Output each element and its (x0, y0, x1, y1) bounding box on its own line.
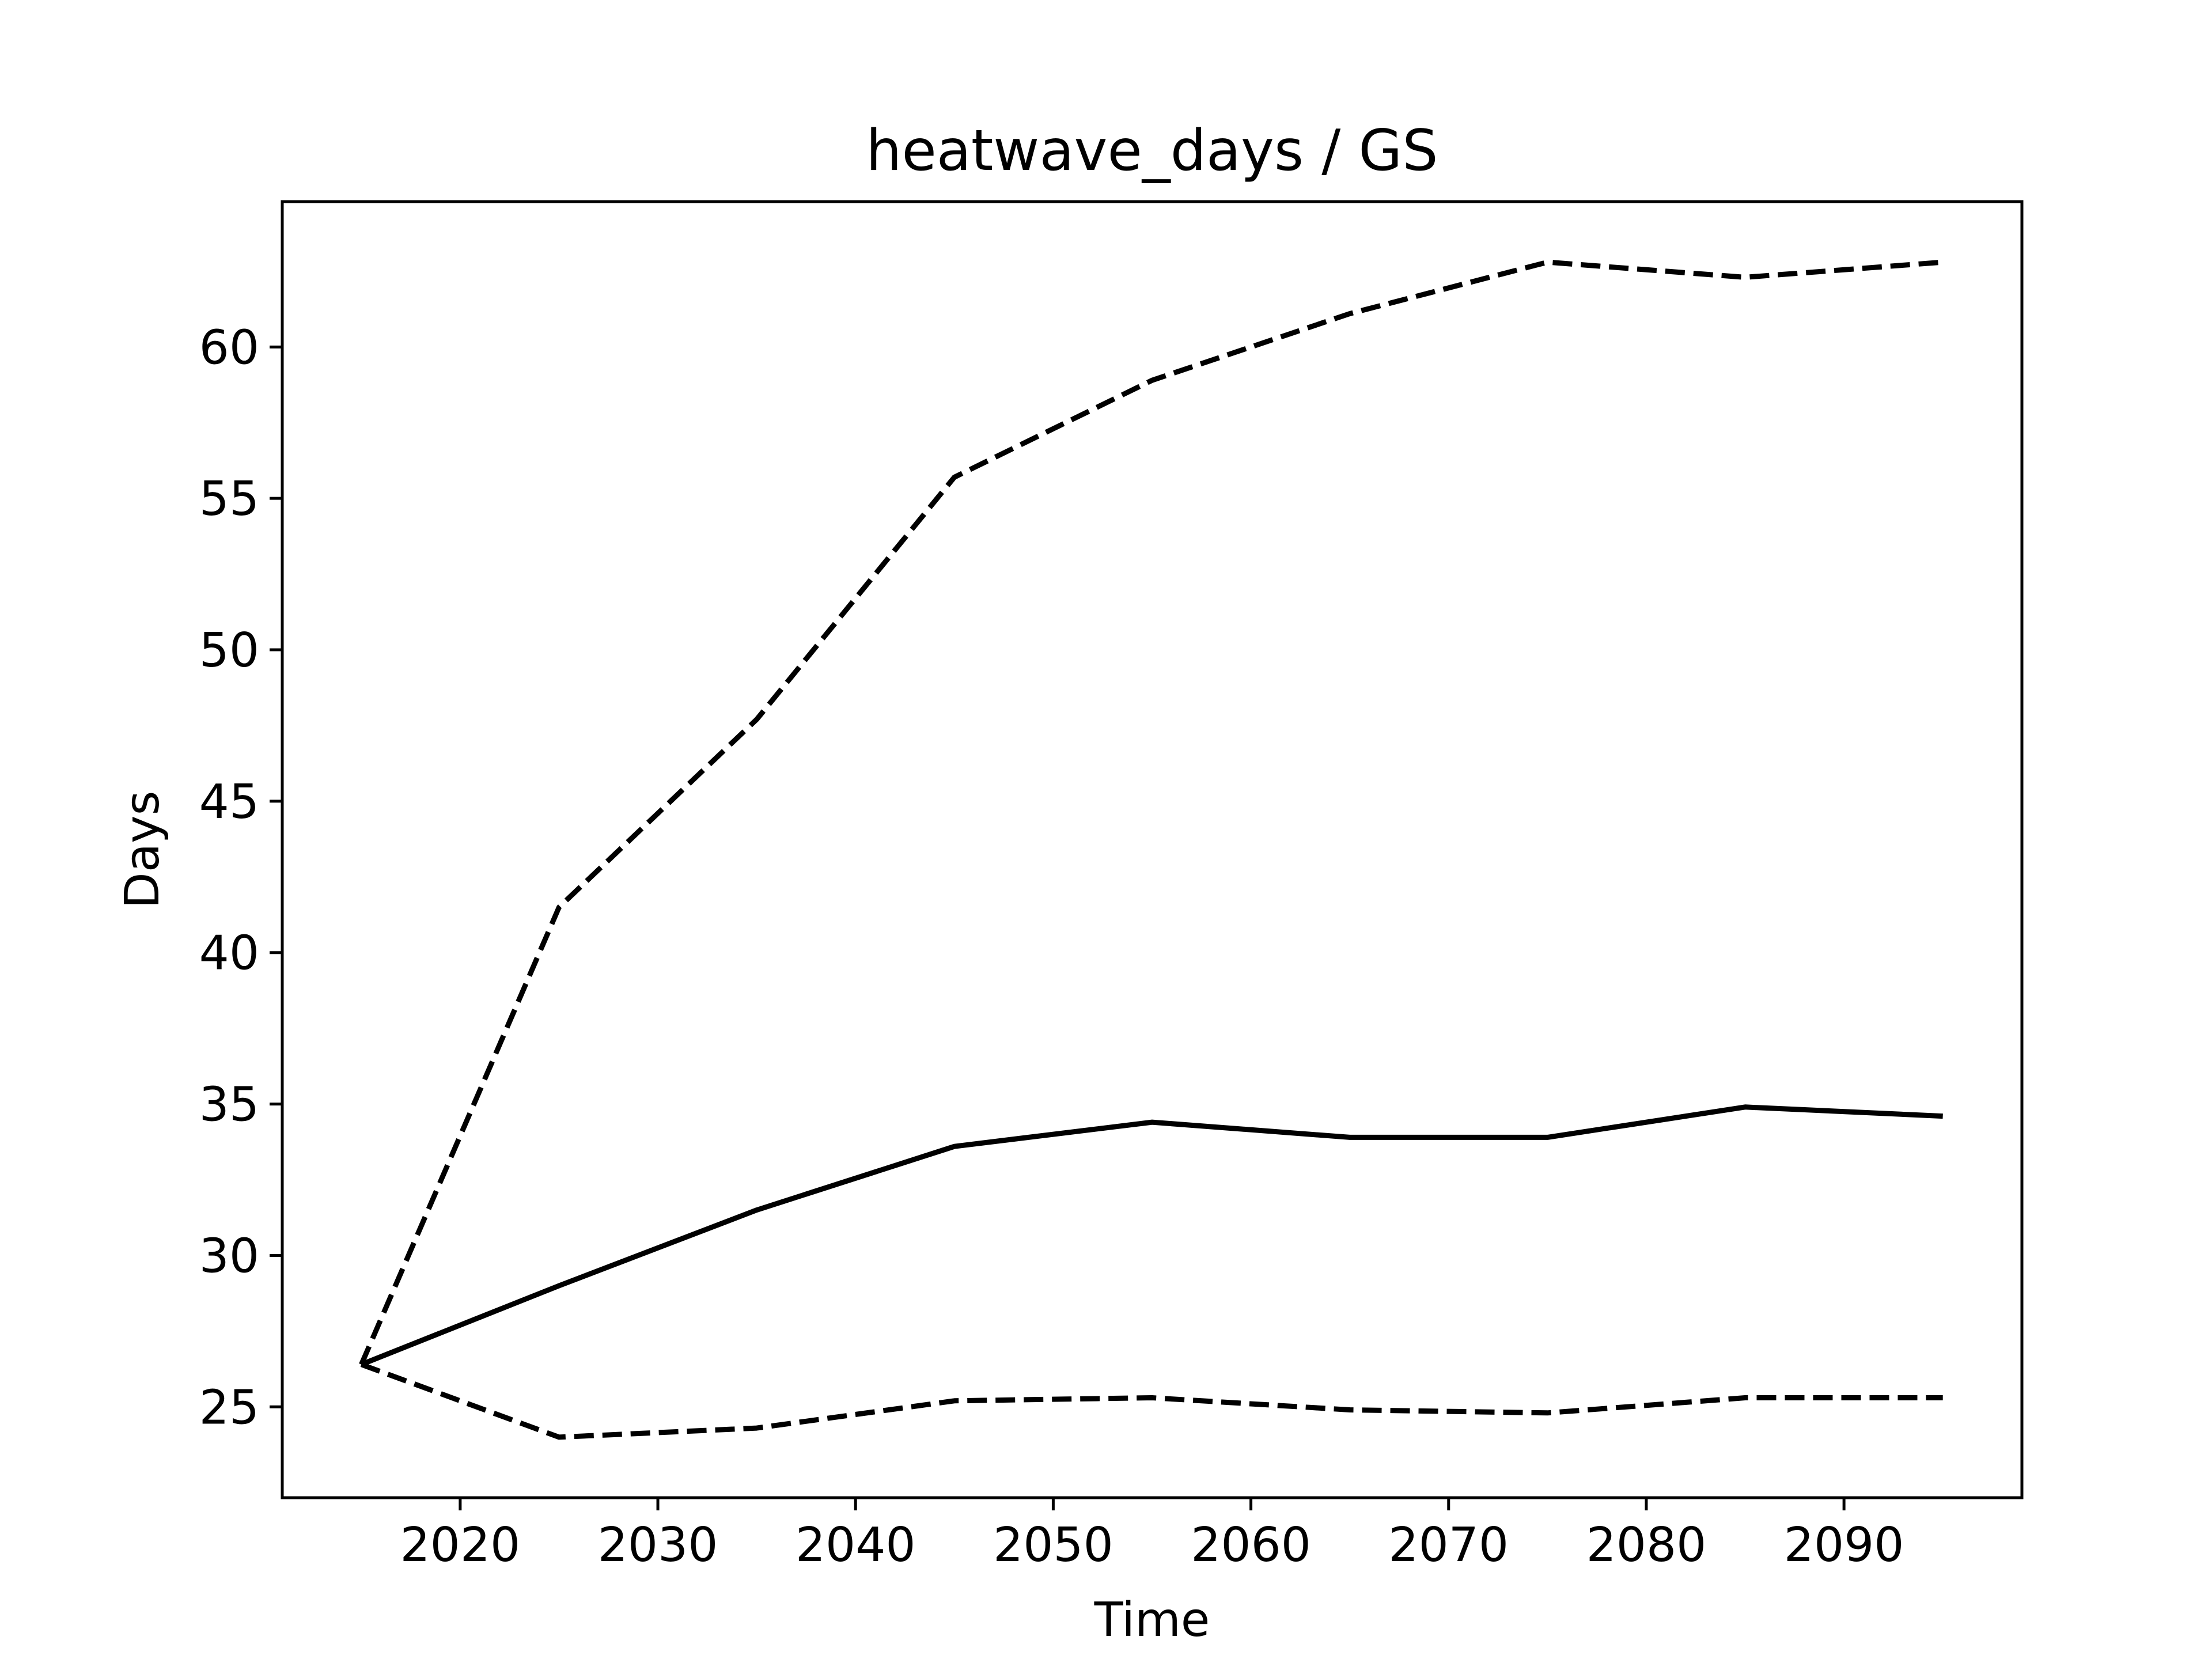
series-line-1 (359, 259, 1944, 1366)
plot-frame (281, 200, 2024, 1499)
y-axis-title: Days (115, 791, 170, 909)
y-tick-label: 25 (199, 1380, 259, 1435)
x-tick-label: 2070 (1388, 1518, 1509, 1573)
x-tick-label: 2050 (993, 1518, 1113, 1573)
x-tick-label: 2060 (1191, 1518, 1311, 1573)
x-tick-label: 2040 (796, 1518, 916, 1573)
series-line-3 (360, 1362, 1943, 1440)
series-layer (359, 259, 1944, 1440)
x-axis: 2020 2030 2040 2050 2060 2070 2080 2090 (400, 1498, 1904, 1573)
chart-title: heatwave_days / GS (866, 118, 1438, 184)
y-tick-label: 40 (199, 926, 259, 981)
y-tick-label: 35 (199, 1078, 259, 1132)
y-tick-label: 50 (199, 623, 259, 678)
y-axis: 25 30 35 40 45 50 55 60 (199, 320, 282, 1435)
y-tick-label: 45 (199, 775, 259, 830)
x-axis-title: Time (1094, 1593, 1210, 1647)
y-tick-label: 30 (199, 1229, 259, 1283)
x-tick-label: 2080 (1586, 1518, 1707, 1573)
y-tick-label: 55 (199, 472, 259, 527)
x-tick-label: 2020 (400, 1518, 521, 1573)
series-line-2 (360, 1104, 1943, 1367)
x-tick-label: 2030 (598, 1518, 718, 1573)
y-tick-label: 60 (199, 320, 259, 375)
x-tick-label: 2090 (1784, 1518, 1904, 1573)
